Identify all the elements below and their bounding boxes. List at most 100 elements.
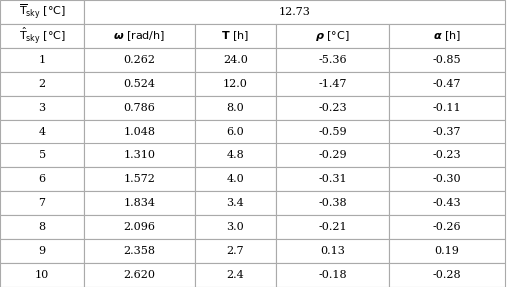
Text: 2.358: 2.358 bbox=[124, 246, 155, 256]
Bar bbox=[0, 24, 84, 48]
Bar bbox=[276, 191, 389, 215]
Text: 8: 8 bbox=[38, 222, 46, 232]
Bar bbox=[276, 48, 389, 72]
Bar bbox=[195, 263, 276, 287]
Text: -1.47: -1.47 bbox=[318, 79, 347, 89]
Text: 5: 5 bbox=[38, 150, 46, 160]
Text: -0.30: -0.30 bbox=[433, 174, 461, 184]
Text: 2.620: 2.620 bbox=[124, 270, 155, 280]
Bar bbox=[84, 48, 195, 72]
Text: 2.7: 2.7 bbox=[227, 246, 244, 256]
Bar bbox=[84, 144, 195, 167]
Text: 6: 6 bbox=[38, 174, 46, 184]
Bar bbox=[195, 215, 276, 239]
Text: -0.31: -0.31 bbox=[318, 174, 347, 184]
Text: -0.26: -0.26 bbox=[433, 222, 461, 232]
Bar bbox=[389, 72, 505, 96]
Bar bbox=[276, 120, 389, 144]
Bar bbox=[389, 120, 505, 144]
Text: 0.524: 0.524 bbox=[124, 79, 155, 89]
Text: -0.11: -0.11 bbox=[433, 103, 461, 113]
Bar bbox=[195, 96, 276, 120]
Bar bbox=[0, 120, 84, 144]
Text: 12.0: 12.0 bbox=[223, 79, 248, 89]
Text: -0.43: -0.43 bbox=[433, 198, 461, 208]
Text: -0.23: -0.23 bbox=[433, 150, 461, 160]
Bar bbox=[276, 24, 389, 48]
Text: 12.73: 12.73 bbox=[279, 7, 310, 17]
Bar bbox=[276, 96, 389, 120]
Bar bbox=[389, 96, 505, 120]
Text: 2.096: 2.096 bbox=[124, 222, 155, 232]
Text: 0.19: 0.19 bbox=[434, 246, 460, 256]
Bar bbox=[84, 263, 195, 287]
Text: -0.59: -0.59 bbox=[318, 127, 347, 137]
Bar bbox=[276, 215, 389, 239]
Text: 9: 9 bbox=[38, 246, 46, 256]
Text: 1.572: 1.572 bbox=[124, 174, 155, 184]
Text: $\boldsymbol{\rho}$ [°C]: $\boldsymbol{\rho}$ [°C] bbox=[316, 29, 350, 43]
Text: 1: 1 bbox=[38, 55, 46, 65]
Bar bbox=[0, 263, 84, 287]
Bar bbox=[389, 191, 505, 215]
Bar bbox=[276, 239, 389, 263]
Text: 10: 10 bbox=[35, 270, 49, 280]
Bar bbox=[0, 96, 84, 120]
Text: -0.85: -0.85 bbox=[433, 55, 461, 65]
Bar bbox=[84, 215, 195, 239]
Text: $\boldsymbol{\omega}$ [rad/h]: $\boldsymbol{\omega}$ [rad/h] bbox=[113, 29, 166, 43]
Bar bbox=[195, 48, 276, 72]
Text: 6.0: 6.0 bbox=[227, 127, 244, 137]
Bar bbox=[0, 72, 84, 96]
Text: 4.0: 4.0 bbox=[227, 174, 244, 184]
Bar bbox=[195, 24, 276, 48]
Bar bbox=[84, 96, 195, 120]
Text: 4: 4 bbox=[38, 127, 46, 137]
Bar bbox=[195, 120, 276, 144]
Bar bbox=[84, 0, 505, 24]
Bar bbox=[195, 72, 276, 96]
Bar bbox=[389, 263, 505, 287]
Text: -5.36: -5.36 bbox=[318, 55, 347, 65]
Bar bbox=[195, 167, 276, 191]
Text: 1.048: 1.048 bbox=[124, 127, 155, 137]
Bar bbox=[276, 263, 389, 287]
Bar bbox=[84, 120, 195, 144]
Text: -0.18: -0.18 bbox=[318, 270, 347, 280]
Text: -0.37: -0.37 bbox=[433, 127, 461, 137]
Text: $\boldsymbol{\alpha}$ [h]: $\boldsymbol{\alpha}$ [h] bbox=[433, 29, 461, 43]
Text: $\mathbf{T}$ [h]: $\mathbf{T}$ [h] bbox=[221, 29, 249, 43]
Bar bbox=[84, 239, 195, 263]
Text: 7: 7 bbox=[38, 198, 46, 208]
Bar bbox=[195, 191, 276, 215]
Bar bbox=[0, 191, 84, 215]
Text: 3.4: 3.4 bbox=[227, 198, 244, 208]
Bar bbox=[0, 167, 84, 191]
Bar bbox=[276, 167, 389, 191]
Bar bbox=[389, 167, 505, 191]
Text: -0.28: -0.28 bbox=[433, 270, 461, 280]
Text: 24.0: 24.0 bbox=[223, 55, 248, 65]
Text: 1.310: 1.310 bbox=[124, 150, 155, 160]
Text: 4.8: 4.8 bbox=[227, 150, 244, 160]
Bar bbox=[84, 24, 195, 48]
Bar bbox=[389, 48, 505, 72]
Text: 0.786: 0.786 bbox=[124, 103, 155, 113]
Bar bbox=[0, 144, 84, 167]
Bar bbox=[389, 24, 505, 48]
Bar bbox=[389, 215, 505, 239]
Text: -0.38: -0.38 bbox=[318, 198, 347, 208]
Text: 2.4: 2.4 bbox=[227, 270, 244, 280]
Text: 1.834: 1.834 bbox=[124, 198, 155, 208]
Text: 3: 3 bbox=[38, 103, 46, 113]
Bar bbox=[84, 72, 195, 96]
Text: 0.262: 0.262 bbox=[124, 55, 155, 65]
Bar bbox=[389, 239, 505, 263]
Text: $\hat{\mathrm{T}}_{\mathrm{sky}}$ [°C]: $\hat{\mathrm{T}}_{\mathrm{sky}}$ [°C] bbox=[18, 26, 66, 46]
Text: $\overline{\mathrm{T}}_{\mathrm{sky}}$ [°C]: $\overline{\mathrm{T}}_{\mathrm{sky}}$ [… bbox=[18, 2, 66, 22]
Text: -0.29: -0.29 bbox=[318, 150, 347, 160]
Bar bbox=[195, 144, 276, 167]
Text: 2: 2 bbox=[38, 79, 46, 89]
Bar bbox=[195, 239, 276, 263]
Bar bbox=[276, 72, 389, 96]
